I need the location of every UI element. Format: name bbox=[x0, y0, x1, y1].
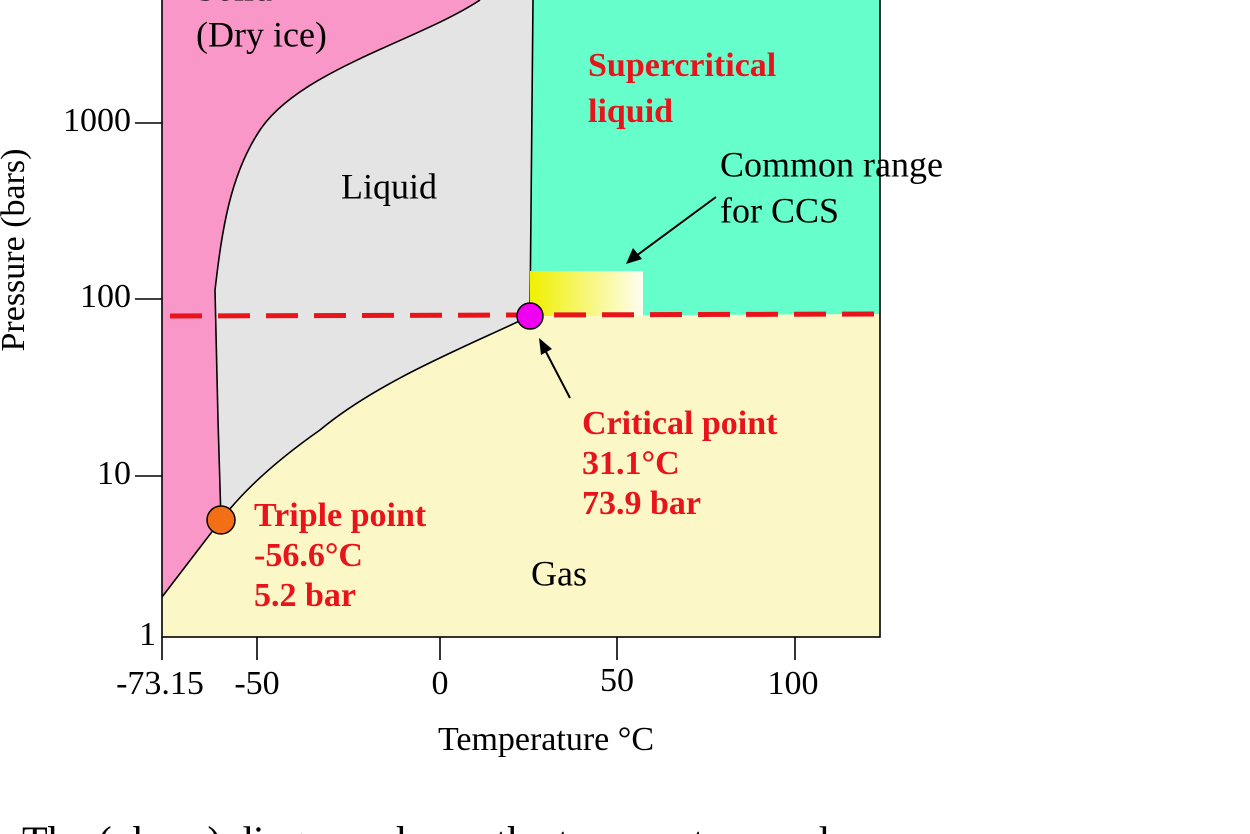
ccs-range bbox=[530, 271, 643, 316]
region-label: liquid bbox=[588, 93, 673, 130]
region-label: (Dry ice) bbox=[196, 14, 327, 54]
x-tick-label: 0 bbox=[432, 665, 449, 702]
y-tick-label: 100 bbox=[80, 278, 131, 315]
x-tick-label: 50 bbox=[600, 662, 634, 699]
annotation: Critical point bbox=[582, 405, 778, 442]
annotation: -56.6°C bbox=[254, 537, 363, 574]
arrow bbox=[635, 196, 717, 257]
region-label: Supercritical bbox=[588, 47, 776, 84]
solid-region bbox=[162, 0, 480, 597]
x-tick-label: -50 bbox=[234, 665, 279, 702]
annotation: Triple point bbox=[254, 497, 427, 534]
solid-boundary bbox=[161, 0, 481, 598]
plot-frame bbox=[161, 0, 881, 638]
x-tick-label: -73.15 bbox=[116, 665, 204, 702]
critical-point bbox=[516, 302, 544, 330]
region-label: Gas bbox=[531, 553, 587, 593]
arrowhead bbox=[539, 338, 552, 355]
annotation: Common range bbox=[720, 144, 943, 184]
tick-marks bbox=[135, 122, 796, 660]
annotation: 5.2 bar bbox=[254, 577, 356, 614]
region-label: Liquid bbox=[341, 166, 437, 206]
caption: The (phase) diagram shows the temperatur… bbox=[22, 820, 979, 834]
y-tick-label: 1 bbox=[139, 616, 156, 653]
y-axis-label: Pressure (bars) bbox=[0, 149, 32, 352]
annotation: for CCS bbox=[720, 190, 839, 230]
liquid-region bbox=[215, 0, 533, 520]
x-axis-label: Temperature °C bbox=[438, 721, 654, 758]
region-label: Solid bbox=[196, 0, 272, 8]
x-tick-label: 100 bbox=[768, 665, 819, 702]
liquid-boundary bbox=[220, 0, 534, 521]
annotation: 31.1°C bbox=[582, 445, 680, 482]
arrowhead bbox=[626, 248, 642, 264]
supercritical-region bbox=[530, 0, 880, 316]
y-tick-label: 1000 bbox=[63, 102, 131, 139]
triple-point bbox=[206, 505, 236, 535]
y-tick-label: 10 bbox=[97, 455, 131, 492]
annotation: 73.9 bar bbox=[582, 485, 701, 522]
arrow bbox=[544, 349, 571, 399]
